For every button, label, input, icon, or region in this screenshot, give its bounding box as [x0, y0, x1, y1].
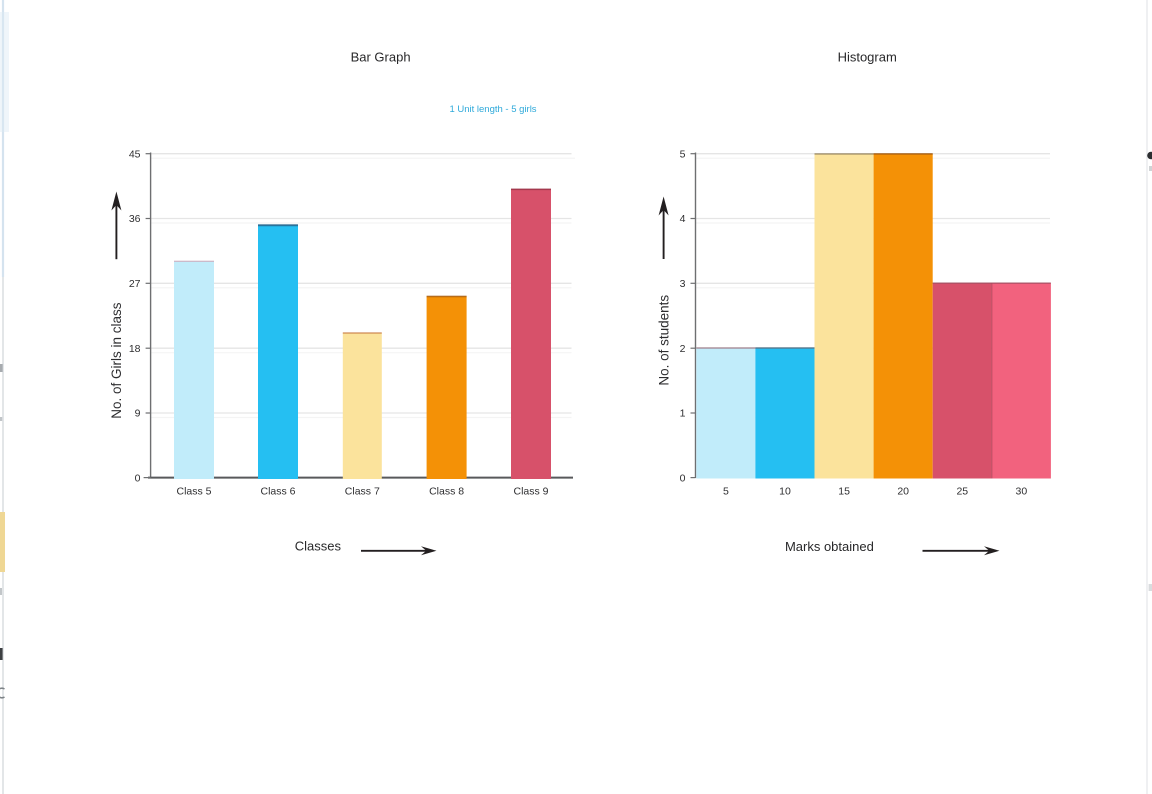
svg-text:0: 0 [135, 472, 141, 484]
svg-text:No. of students: No. of students [656, 295, 671, 386]
svg-text:1 Unit length - 5 girls: 1 Unit length - 5 girls [449, 104, 536, 115]
svg-text:2: 2 [680, 343, 686, 355]
svg-text:45: 45 [129, 148, 141, 160]
svg-text:9: 9 [135, 408, 141, 420]
svg-text:Class 6: Class 6 [260, 486, 295, 498]
svg-text:15: 15 [838, 486, 850, 498]
svg-text:30: 30 [1016, 486, 1028, 498]
svg-text:5: 5 [680, 148, 686, 160]
svg-text:10: 10 [779, 486, 791, 498]
svg-text:Class 7: Class 7 [345, 486, 380, 498]
svg-text:Class 9: Class 9 [513, 486, 548, 498]
svg-text:Bar Graph: Bar Graph [351, 50, 411, 65]
svg-text:Class 8: Class 8 [429, 486, 464, 498]
svg-text:20: 20 [897, 486, 909, 498]
svg-text:4: 4 [680, 213, 686, 225]
svg-text:Class 5: Class 5 [176, 486, 211, 498]
svg-text:1: 1 [680, 408, 686, 420]
svg-text:18: 18 [129, 343, 141, 355]
svg-text:36: 36 [129, 213, 141, 225]
svg-text:Classes: Classes [295, 539, 342, 554]
svg-text:25: 25 [956, 486, 968, 498]
svg-text:3: 3 [680, 278, 686, 290]
svg-text:0: 0 [680, 472, 686, 484]
svg-text:Marks obtained: Marks obtained [785, 539, 874, 554]
svg-text:27: 27 [129, 278, 141, 290]
svg-text:Histogram: Histogram [838, 50, 897, 65]
svg-text:5: 5 [723, 486, 729, 498]
svg-text:No. of Girls in class: No. of Girls in class [109, 302, 124, 419]
